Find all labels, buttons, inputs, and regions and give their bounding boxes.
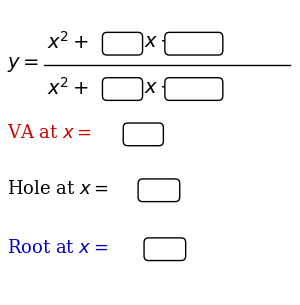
Text: Hole at $x=$: Hole at $x=$ bbox=[7, 180, 109, 198]
Text: $x^2+$: $x^2+$ bbox=[47, 77, 90, 99]
Text: $x+$: $x+$ bbox=[144, 78, 176, 96]
FancyBboxPatch shape bbox=[165, 78, 223, 100]
FancyBboxPatch shape bbox=[102, 32, 142, 55]
Text: Root at $x=$: Root at $x=$ bbox=[7, 239, 109, 257]
FancyBboxPatch shape bbox=[102, 78, 142, 100]
Text: $x^2+$: $x^2+$ bbox=[47, 31, 90, 53]
FancyBboxPatch shape bbox=[138, 179, 180, 202]
FancyBboxPatch shape bbox=[165, 32, 223, 55]
Text: $x+$: $x+$ bbox=[144, 33, 176, 51]
Text: $y=$: $y=$ bbox=[7, 55, 40, 74]
Text: VA at $x=$: VA at $x=$ bbox=[7, 124, 92, 142]
FancyBboxPatch shape bbox=[123, 123, 164, 146]
FancyBboxPatch shape bbox=[144, 238, 186, 260]
